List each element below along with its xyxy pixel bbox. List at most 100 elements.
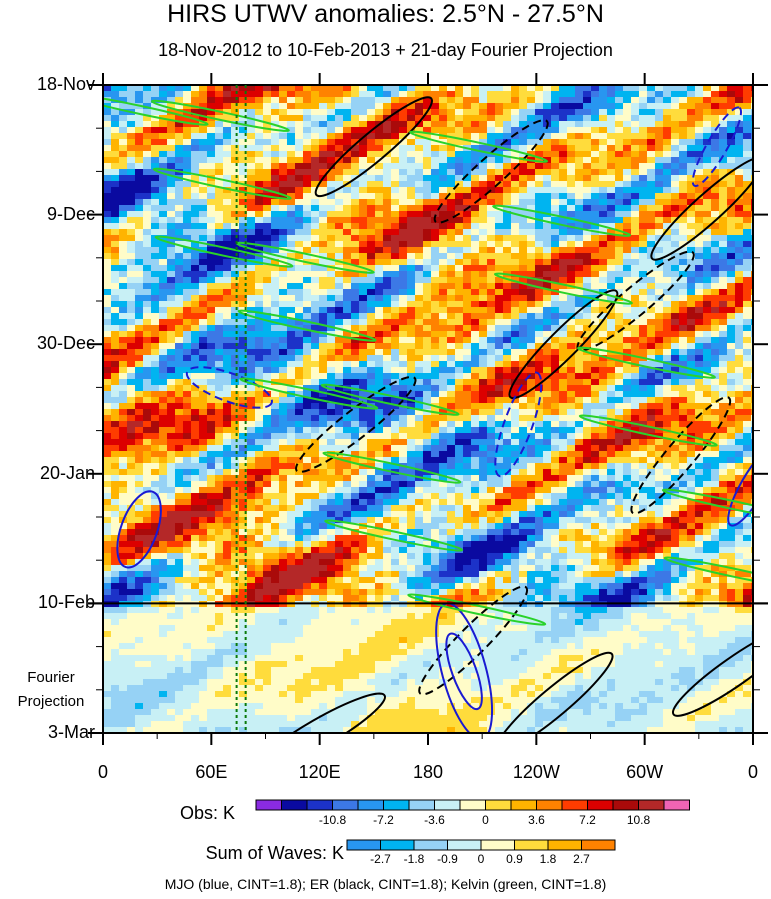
heatmap-cell [599,205,608,212]
heatmap-cell [207,127,216,134]
heatmap-cell [647,379,656,386]
heatmap-cell [135,217,144,224]
heatmap-cell [415,343,424,350]
heatmap-cell [631,265,640,272]
heatmap-cell [543,181,552,188]
heatmap-cell [391,217,400,224]
heatmap-cell [543,223,552,230]
heatmap-cell [335,373,344,380]
heatmap-cell [671,145,680,152]
heatmap-cell [463,313,472,320]
heatmap-cell [711,295,720,302]
heatmap-cell [391,373,400,380]
heatmap-cell [391,349,400,356]
heatmap-cell [639,163,648,170]
heatmap-cell [415,85,424,92]
heatmap-cell [119,307,128,314]
heatmap-cell [567,427,576,434]
heatmap-cell [527,349,536,356]
heatmap-cell [399,283,408,290]
heatmap-cell [543,163,552,170]
heatmap-cell [159,361,168,368]
heatmap-cell [479,331,488,338]
heatmap-cell [111,355,120,362]
heatmap-cell [407,283,416,290]
heatmap-cell [343,433,352,440]
heatmap-cell [375,169,384,176]
heatmap-cell [623,379,632,386]
heatmap-cell [143,217,152,224]
heatmap-cell [743,139,752,146]
heatmap-cell [359,217,368,224]
heatmap-cell [583,373,592,380]
heatmap-cell [391,247,400,254]
heatmap-cell [407,421,416,428]
heatmap-cell [367,421,376,428]
heatmap-cell [463,157,472,164]
heatmap-cell [479,427,488,434]
heatmap-cell [623,319,632,326]
heatmap-cell [455,97,464,104]
heatmap-cell [735,115,744,122]
heatmap-cell [503,349,512,356]
heatmap-cell [615,163,624,170]
heatmap-cell [407,187,416,194]
heatmap-cell [343,139,352,146]
heatmap-cell [679,211,688,218]
heatmap-cell [471,433,480,440]
heatmap-cell [303,349,312,356]
heatmap-cell [407,151,416,158]
heatmap-cell [679,181,688,188]
heatmap-cell [447,97,456,104]
heatmap-cell [327,403,336,410]
heatmap-cell [695,247,704,254]
heatmap-cell [215,289,224,296]
heatmap-cell [471,361,480,368]
heatmap-cell [703,289,712,296]
heatmap-cell [199,397,208,404]
heatmap-cell [271,373,280,380]
heatmap-cell [711,121,720,128]
heatmap-cell [551,247,560,254]
heatmap-cell [271,181,280,188]
heatmap-cell [215,343,224,350]
heatmap-cell [463,445,472,452]
heatmap-cell [559,217,568,224]
heatmap-cell [567,97,576,104]
heatmap-cell [271,109,280,116]
heatmap-cell [607,385,616,392]
heatmap-cell [415,403,424,410]
heatmap-cell [575,109,584,116]
heatmap-cell [111,103,120,110]
heatmap-cell [263,271,272,278]
heatmap-cell [687,427,696,434]
heatmap-cell [735,175,744,182]
heatmap-cell [455,349,464,356]
heatmap-cell [647,145,656,152]
heatmap-cell [127,241,136,248]
heatmap-cell [639,229,648,236]
heatmap-cell [503,307,512,314]
heatmap-cell [607,295,616,302]
heatmap-cell [695,397,704,404]
heatmap-cell [631,157,640,164]
heatmap-cell [711,325,720,332]
heatmap-cell [527,139,536,146]
heatmap-cell [119,109,128,116]
heatmap-cell [495,397,504,404]
heatmap-cell [543,349,552,356]
heatmap-cell [695,301,704,308]
heatmap-cell [223,217,232,224]
heatmap-cell [407,235,416,242]
heatmap-cell [503,235,512,242]
heatmap-cell [383,421,392,428]
heatmap-cell [199,151,208,158]
heatmap-cell [263,115,272,122]
heatmap-cell [487,349,496,356]
heatmap-cell [423,193,432,200]
heatmap-cell [503,337,512,344]
heatmap-cell [391,121,400,128]
heatmap-cell [207,103,216,110]
heatmap-cell [607,127,616,134]
heatmap-cell [343,367,352,374]
